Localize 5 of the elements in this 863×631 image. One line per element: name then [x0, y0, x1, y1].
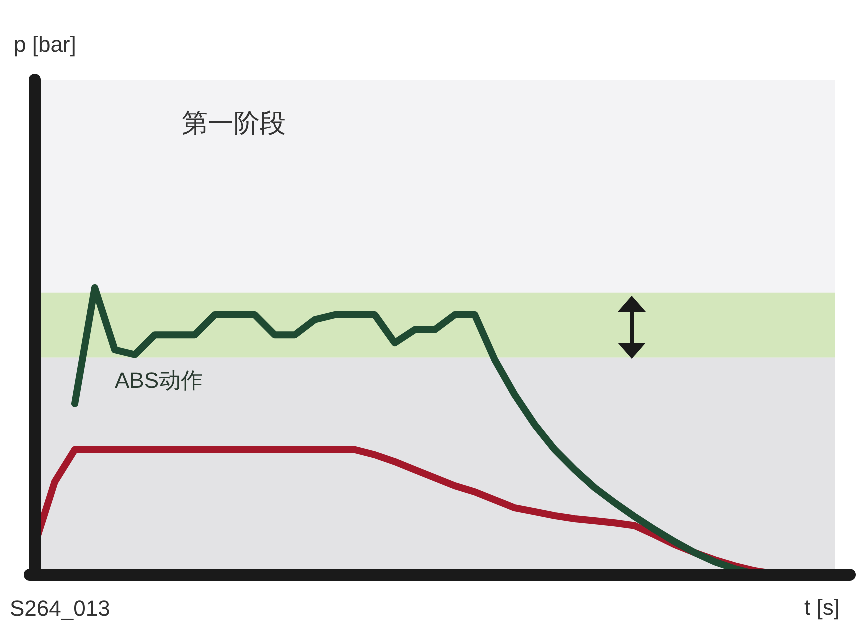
text: S264_013 — [10, 596, 110, 621]
series-label: ABS动作 — [115, 368, 204, 393]
text: p [bar] — [14, 32, 76, 57]
x-axis-title: t [s] — [804, 595, 840, 620]
text: 第一阶段 — [182, 108, 286, 138]
